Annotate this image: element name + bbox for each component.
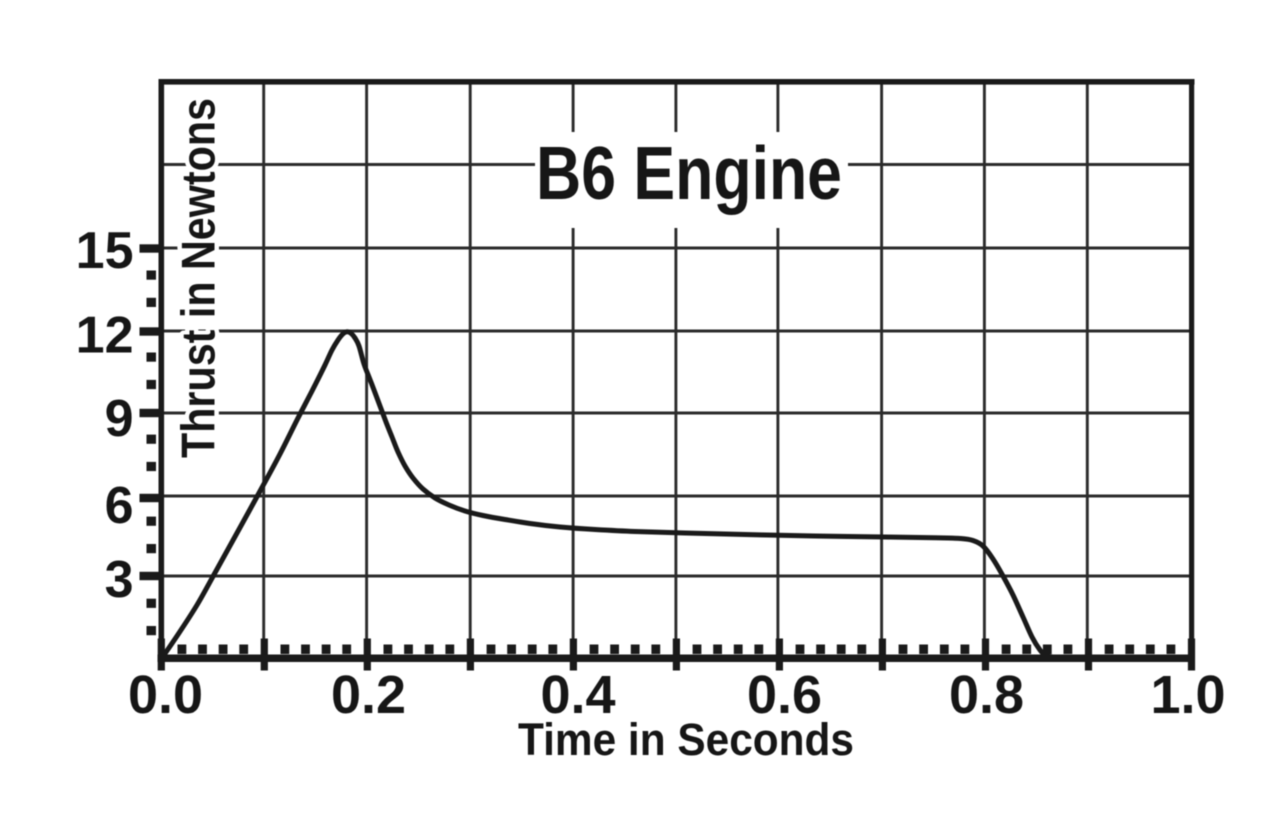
svg-text:0.4: 0.4 bbox=[540, 665, 615, 725]
svg-text:Time in Seconds: Time in Seconds bbox=[518, 714, 854, 765]
svg-text:0.6: 0.6 bbox=[747, 665, 822, 725]
svg-text:0.0: 0.0 bbox=[128, 665, 203, 725]
svg-text:Thrust in Newtons: Thrust in Newtons bbox=[172, 98, 225, 458]
svg-text:15: 15 bbox=[76, 222, 134, 280]
svg-text:0.8: 0.8 bbox=[949, 665, 1024, 725]
svg-text:12: 12 bbox=[76, 307, 134, 365]
svg-text:3: 3 bbox=[105, 551, 134, 609]
svg-text:1.0: 1.0 bbox=[1150, 665, 1225, 725]
svg-text:6: 6 bbox=[105, 477, 134, 535]
svg-text:0.2: 0.2 bbox=[331, 665, 406, 725]
svg-text:B6 Engine: B6 Engine bbox=[536, 131, 842, 215]
svg-text:9: 9 bbox=[105, 390, 134, 448]
